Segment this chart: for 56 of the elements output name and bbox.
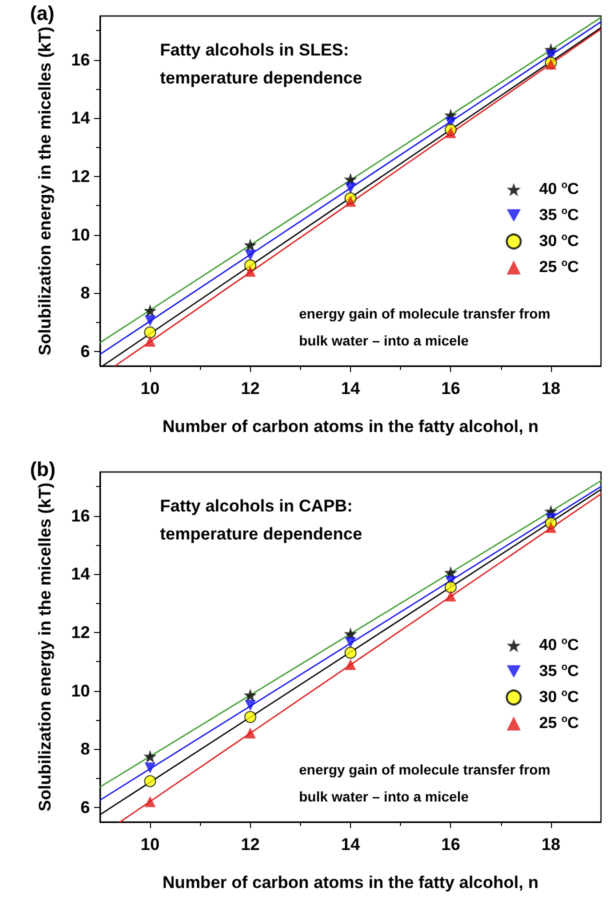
point (445, 127, 456, 138)
y-tick-label: 12 (71, 166, 90, 186)
point (144, 304, 157, 318)
point (444, 581, 457, 594)
y-tick-label: 6 (80, 798, 90, 817)
annotation: energy gain of molecule transfer from bulk water – into a micele (299, 306, 554, 348)
y-tick-label: 14 (71, 564, 91, 584)
text: Fatty alcohols in SLES: temperature dependence (160, 40, 362, 88)
x-axis-title: Number of carbon atoms in the fatty alcohol, n (162, 873, 538, 892)
y-tick-label: 14 (71, 108, 91, 128)
point (144, 775, 156, 788)
y-tick-label: 6 (80, 342, 90, 361)
annotation: energy gain of molecule transfer from bulk water – into a micele (299, 762, 554, 804)
point (345, 659, 356, 670)
x-tick-label: 16 (441, 379, 460, 398)
y-tick-label: 16 (71, 50, 90, 70)
x-tick-label: 16 (441, 835, 460, 854)
point (144, 315, 156, 326)
point (144, 326, 156, 338)
point (144, 336, 156, 347)
x-tick-label: 10 (140, 835, 160, 854)
point (244, 688, 257, 702)
point (144, 750, 157, 763)
y-axis-title: Solubilization energy in the micelles (kT) (36, 26, 54, 356)
x-tick-label: 18 (541, 835, 560, 854)
text: (b) (30, 459, 56, 481)
point (345, 196, 356, 207)
x-tick-label: 12 (240, 835, 260, 854)
y-tick-label: 8 (80, 284, 90, 303)
point (545, 522, 556, 533)
y-tick-label: 10 (71, 681, 90, 700)
x-tick-label: 14 (341, 835, 360, 854)
x-tick-label: 12 (240, 379, 260, 398)
point (144, 796, 156, 808)
y-tick-label: 12 (71, 622, 90, 642)
y-tick-label: 8 (80, 740, 90, 759)
y-tick-label: 10 (71, 225, 90, 244)
x-axis-title: Number of carbon atoms in the fatty alcohol, n (162, 417, 538, 436)
x-tick-label: 18 (541, 379, 560, 398)
text: (a) (30, 3, 54, 25)
point (345, 637, 356, 648)
point (244, 266, 256, 277)
point (244, 728, 256, 739)
x-tick-label: 14 (341, 379, 360, 398)
point (445, 590, 456, 602)
point (244, 238, 257, 252)
y-axis-title: Solubilization energy in the micelles (kT) (36, 482, 54, 812)
text: Fatty alcohols in CAPB: temperature dependence (160, 496, 362, 544)
point (244, 700, 256, 711)
point (244, 711, 256, 723)
point (144, 762, 156, 774)
point (345, 182, 356, 194)
point (344, 646, 356, 659)
point (244, 250, 256, 261)
x-tick-label: 10 (140, 379, 160, 398)
y-tick-label: 16 (71, 506, 90, 526)
